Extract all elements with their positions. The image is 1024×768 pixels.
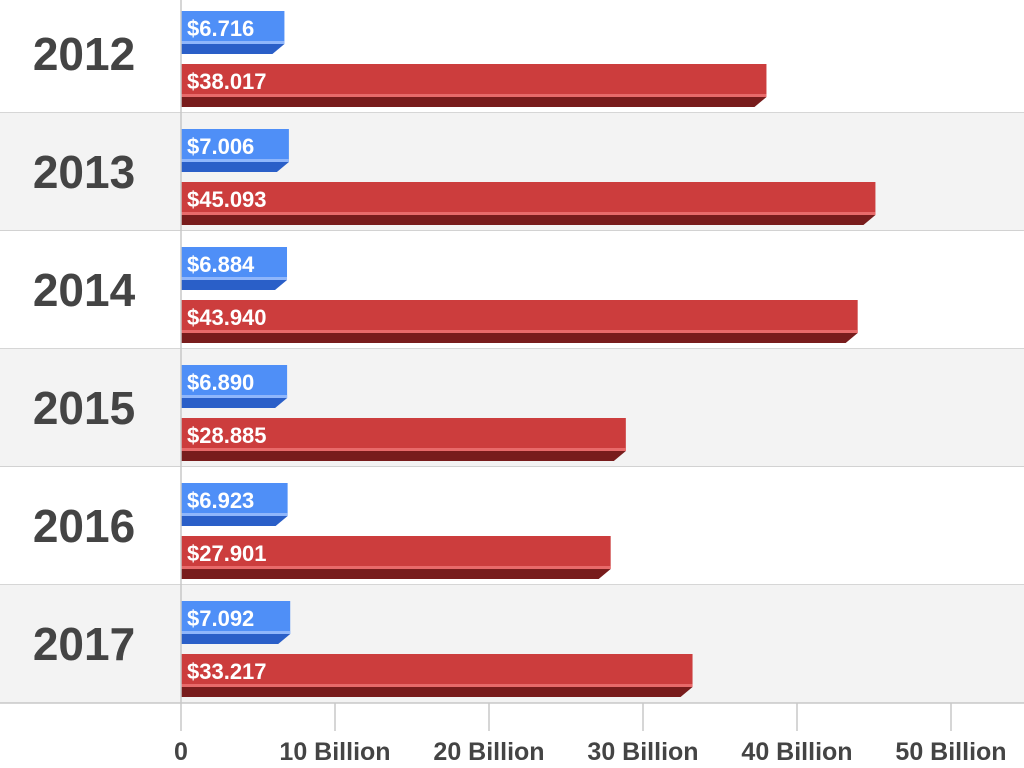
x-tick-label: 40 Billion: [741, 738, 852, 766]
bar-shadow: [181, 215, 876, 225]
blue-bar: [181, 247, 288, 280]
bar-shadow: [181, 634, 291, 644]
bar-highlight: [181, 395, 288, 398]
data-label: $6.884: [187, 252, 255, 277]
category-label: 2014: [33, 264, 136, 316]
red-bar: [181, 300, 858, 333]
bar-highlight: [181, 41, 285, 44]
bar-shadow: [181, 97, 767, 107]
blue-bar: [181, 129, 289, 162]
x-tick-label: 50 Billion: [895, 738, 1006, 766]
red-bar: [181, 418, 626, 451]
bar-highlight: [181, 159, 289, 162]
bar-shadow: [181, 162, 289, 172]
bar-highlight: [181, 631, 291, 634]
data-label: $6.716: [187, 16, 254, 41]
bar-shadow: [181, 333, 858, 343]
bar-highlight: [181, 566, 611, 569]
data-label: $27.901: [187, 541, 267, 566]
data-label: $6.890: [187, 370, 254, 395]
data-label: $28.885: [187, 423, 267, 448]
bar-highlight: [181, 513, 288, 516]
bar-highlight: [181, 94, 767, 97]
x-tick-label: 10 Billion: [279, 738, 390, 766]
data-label: $7.006: [187, 134, 254, 159]
category-label: 2012: [33, 28, 135, 80]
bar-highlight: [181, 212, 876, 215]
category-label: 2016: [33, 500, 135, 552]
blue-bar: [181, 365, 288, 398]
bar-shadow: [181, 516, 288, 526]
data-label: $7.092: [187, 606, 254, 631]
red-bar: [181, 182, 876, 215]
bar-shadow: [181, 687, 693, 697]
x-tick-label: 0: [174, 738, 188, 766]
category-label: 2015: [33, 382, 135, 434]
x-tick-label: 20 Billion: [433, 738, 544, 766]
data-label: $45.093: [187, 187, 267, 212]
data-label: $6.923: [187, 488, 254, 513]
category-label: 2013: [33, 146, 135, 198]
blue-bar: [181, 11, 285, 44]
bar-highlight: [181, 277, 288, 280]
red-bar: [181, 64, 767, 97]
x-tick-label: 30 Billion: [587, 738, 698, 766]
bar-shadow: [181, 280, 288, 290]
bar-shadow: [181, 44, 285, 54]
bar-shadow: [181, 398, 288, 408]
red-bar: [181, 536, 611, 569]
red-bar: [181, 654, 693, 687]
category-label: 2017: [33, 618, 135, 670]
bar-shadow: [181, 451, 626, 461]
data-label: $38.017: [187, 69, 267, 94]
data-label: $43.940: [187, 305, 267, 330]
blue-bar: [181, 601, 291, 634]
bar-highlight: [181, 330, 858, 333]
bar-highlight: [181, 684, 693, 687]
data-label: $33.217: [187, 659, 267, 684]
blue-bar: [181, 483, 288, 516]
bar-shadow: [181, 569, 611, 579]
bar-highlight: [181, 448, 626, 451]
